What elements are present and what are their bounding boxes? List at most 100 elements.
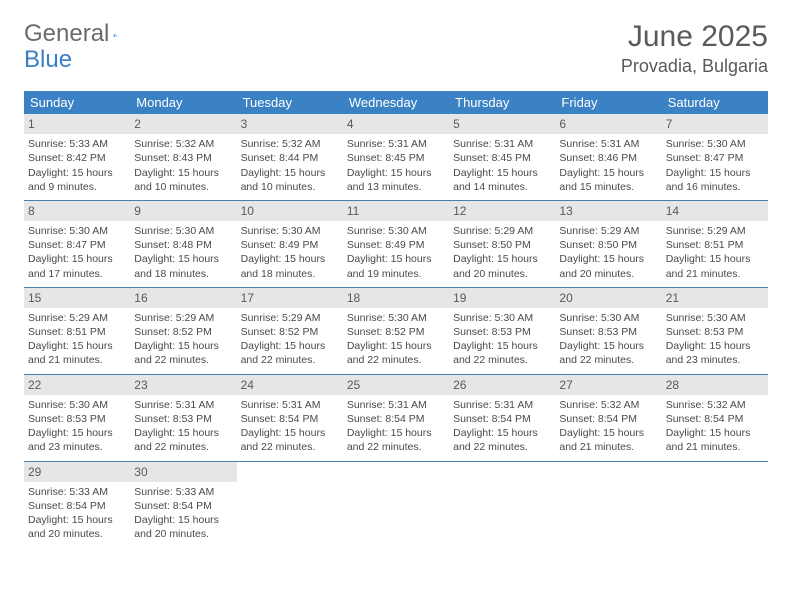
daylight-line-1: Daylight: 15 hours — [666, 166, 764, 180]
calendar-cell: 19Sunrise: 5:30 AMSunset: 8:53 PMDayligh… — [449, 287, 555, 374]
calendar-cell: 23 Sunrise: 5:31 AMSunset: 8:53 PMDayligh… — [130, 374, 236, 461]
calendar-cell: 7Sunrise: 5:30 AMSunset: 8:47 PMDaylight… — [662, 114, 768, 200]
day-number: 5 — [449, 114, 555, 134]
sunset-line: Sunset: 8:53 PM — [559, 325, 657, 339]
daylight-line-1: Daylight: 15 hours — [28, 513, 126, 527]
sunset-line: Sunset: 8:47 PM — [28, 238, 126, 252]
calendar-cell: 21Sunrise: 5:30 AMSunset: 8:53 PMDayligh… — [662, 287, 768, 374]
calendar-cell: 4Sunrise: 5:31 AMSunset: 8:45 PMDaylight… — [343, 114, 449, 200]
sunset-line: Sunset: 8:52 PM — [134, 325, 232, 339]
calendar-cell: 8Sunrise: 5:30 AMSunset: 8:47 PMDaylight… — [24, 200, 130, 287]
sunrise-line: Sunrise: 5:31 AM — [559, 137, 657, 151]
daylight-line-1: Daylight: 15 hours — [559, 252, 657, 266]
daylight-line-1: Daylight: 15 hours — [347, 339, 445, 353]
daylight-line-2: and 14 minutes. — [453, 180, 551, 194]
day-number: 29 — [24, 462, 130, 482]
daylight-line-2: and 22 minutes. — [241, 440, 339, 454]
sunset-line: Sunset: 8:49 PM — [241, 238, 339, 252]
daylight-line-1: Daylight: 15 hours — [28, 426, 126, 440]
calendar-cell: 1Sunrise: 5:33 AMSunset: 8:42 PMDaylight… — [24, 114, 130, 200]
day-number: 3 — [237, 114, 343, 134]
sunrise-line: Sunrise: 5:31 AM — [134, 398, 232, 412]
sunset-line: Sunset: 8:53 PM — [666, 325, 764, 339]
sunrise-line: Sunrise: 5:30 AM — [28, 224, 126, 238]
daylight-line-1: Daylight: 15 hours — [666, 339, 764, 353]
calendar-cell: 6Sunrise: 5:31 AMSunset: 8:46 PMDaylight… — [555, 114, 661, 200]
daylight-line-1: Daylight: 15 hours — [453, 339, 551, 353]
day-header-thursday: Thursday — [449, 91, 555, 114]
daylight-line-2: and 22 minutes. — [241, 353, 339, 367]
location-label: Provadia, Bulgaria — [621, 56, 768, 77]
daylight-line-1: Daylight: 15 hours — [28, 252, 126, 266]
daylight-line-2: and 23 minutes. — [28, 440, 126, 454]
daylight-line-1: Daylight: 15 hours — [453, 252, 551, 266]
daylight-line-1: Daylight: 15 hours — [559, 426, 657, 440]
day-number: 20 — [555, 288, 661, 308]
calendar-row: 1Sunrise: 5:33 AMSunset: 8:42 PMDaylight… — [24, 114, 768, 200]
daylight-line-1: Daylight: 15 hours — [241, 339, 339, 353]
daylight-line-1: Daylight: 15 hours — [559, 339, 657, 353]
sunrise-line: Sunrise: 5:29 AM — [559, 224, 657, 238]
sunset-line: Sunset: 8:54 PM — [241, 412, 339, 426]
daylight-line-2: and 22 minutes. — [134, 440, 232, 454]
sunset-line: Sunset: 8:53 PM — [134, 412, 232, 426]
calendar-cell: . — [237, 461, 343, 547]
sunset-line: Sunset: 8:54 PM — [347, 412, 445, 426]
daylight-line-1: Daylight: 15 hours — [134, 339, 232, 353]
day-number: 12 — [449, 201, 555, 221]
daylight-line-2: and 10 minutes. — [241, 180, 339, 194]
sunrise-line: Sunrise: 5:30 AM — [666, 311, 764, 325]
sunset-line: Sunset: 8:48 PM — [134, 238, 232, 252]
sunrise-line: Sunrise: 5:31 AM — [453, 137, 551, 151]
sunrise-line: Sunrise: 5:31 AM — [347, 398, 445, 412]
sunset-line: Sunset: 8:47 PM — [666, 151, 764, 165]
day-number: 26 — [449, 375, 555, 395]
logo: General — [24, 20, 137, 48]
sunrise-line: Sunrise: 5:31 AM — [241, 398, 339, 412]
day-number: 30 — [130, 462, 236, 482]
daylight-line-1: Daylight: 15 hours — [134, 426, 232, 440]
daylight-line-2: and 16 minutes. — [666, 180, 764, 194]
daylight-line-1: Daylight: 15 hours — [241, 426, 339, 440]
daylight-line-2: and 18 minutes. — [134, 267, 232, 281]
daylight-line-2: and 15 minutes. — [559, 180, 657, 194]
daylight-line-2: and 23 minutes. — [666, 353, 764, 367]
sunrise-line: Sunrise: 5:30 AM — [347, 224, 445, 238]
sunrise-line: Sunrise: 5:30 AM — [241, 224, 339, 238]
daylight-line-1: Daylight: 15 hours — [134, 513, 232, 527]
logo-sail-icon — [113, 26, 117, 44]
calendar-cell: 10Sunrise: 5:30 AMSunset: 8:49 PMDayligh… — [237, 200, 343, 287]
calendar-header-row: Sunday Monday Tuesday Wednesday Thursday… — [24, 91, 768, 114]
calendar-row: 29Sunrise: 5:33 AMSunset: 8:54 PMDayligh… — [24, 461, 768, 547]
sunrise-line: Sunrise: 5:33 AM — [28, 137, 126, 151]
daylight-line-1: Daylight: 15 hours — [28, 166, 126, 180]
sunset-line: Sunset: 8:54 PM — [666, 412, 764, 426]
day-number: 23 — [130, 375, 236, 395]
sunset-line: Sunset: 8:51 PM — [666, 238, 764, 252]
page-header: General June 2025 Provadia, Bulgaria — [24, 20, 768, 77]
calendar-row: 15Sunrise: 5:29 AMSunset: 8:51 PMDayligh… — [24, 287, 768, 374]
day-number: 14 — [662, 201, 768, 221]
daylight-line-2: and 20 minutes. — [134, 527, 232, 541]
calendar-cell: 30Sunrise: 5:33 AMSunset: 8:54 PMDayligh… — [130, 461, 236, 547]
day-number: 22 — [24, 375, 130, 395]
title-block: June 2025 Provadia, Bulgaria — [621, 20, 768, 77]
daylight-line-1: Daylight: 15 hours — [347, 252, 445, 266]
sunset-line: Sunset: 8:54 PM — [28, 499, 126, 513]
daylight-line-2: and 20 minutes. — [559, 267, 657, 281]
day-number: 6 — [555, 114, 661, 134]
calendar-cell: . — [662, 461, 768, 547]
calendar-cell: 14Sunrise: 5:29 AMSunset: 8:51 PMDayligh… — [662, 200, 768, 287]
daylight-line-1: Daylight: 15 hours — [347, 166, 445, 180]
day-header-wednesday: Wednesday — [343, 91, 449, 114]
logo-text-1: General — [24, 20, 109, 48]
sunset-line: Sunset: 8:52 PM — [241, 325, 339, 339]
day-header-saturday: Saturday — [662, 91, 768, 114]
daylight-line-2: and 19 minutes. — [347, 267, 445, 281]
sunset-line: Sunset: 8:45 PM — [347, 151, 445, 165]
daylight-line-2: and 21 minutes. — [559, 440, 657, 454]
day-header-friday: Friday — [555, 91, 661, 114]
calendar-cell: 29Sunrise: 5:33 AMSunset: 8:54 PMDayligh… — [24, 461, 130, 547]
calendar-row: 8Sunrise: 5:30 AMSunset: 8:47 PMDaylight… — [24, 200, 768, 287]
day-number: 9 — [130, 201, 236, 221]
